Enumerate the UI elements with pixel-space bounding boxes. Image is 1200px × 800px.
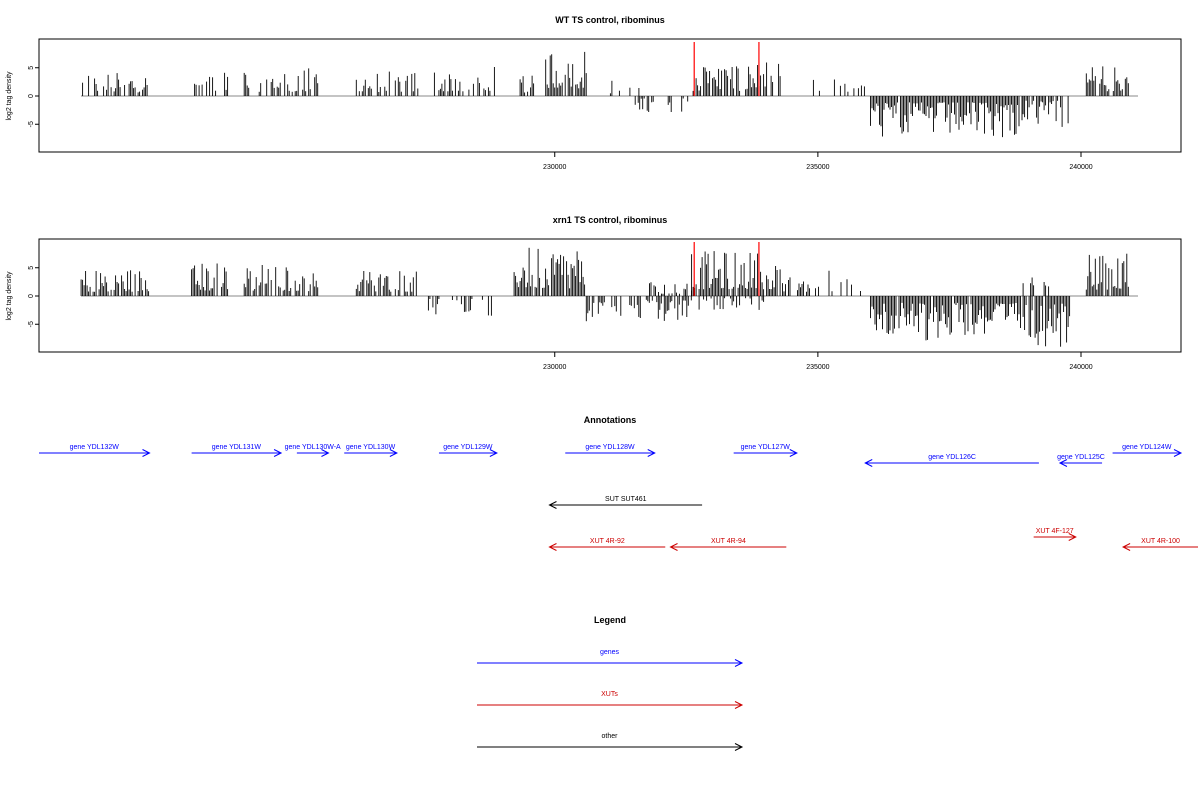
position-markers [693, 242, 760, 296]
arrow-head [647, 449, 656, 457]
legend-label: other [602, 733, 619, 740]
x-tick-label: 240000 [1069, 164, 1092, 171]
arrow-head [389, 449, 398, 457]
feature-label: SUT SUT461 [605, 496, 647, 503]
feature-arrow: gene YDL126C [864, 454, 1039, 467]
feature-arrow: gene YDL128W [565, 444, 656, 457]
arrow-head [864, 459, 873, 467]
y-tick-label: 0 [28, 94, 35, 98]
legend-entries: genes XUTs other [477, 649, 744, 751]
legend-arrow-head [734, 743, 744, 751]
x-tick-label: 235000 [806, 164, 829, 171]
feature-arrow: gene YDL129W [438, 444, 498, 457]
feature-label: gene YDL129W [443, 444, 493, 451]
y-axis: -5 0 5 [28, 66, 39, 127]
density-bars [80, 247, 1129, 347]
feature-label: gene YDL132W [70, 444, 120, 451]
feature-label: gene YDL127W [741, 444, 791, 451]
feature-label: gene YDL130W [346, 444, 396, 451]
feature-arrow: XUT 4R-100 [1121, 538, 1198, 551]
arrow-head [789, 449, 798, 457]
feature-label: XUT 4F-127 [1036, 528, 1074, 535]
annotations-title: Annotations [584, 415, 637, 425]
feature-arrow: XUT 4R-94 [669, 538, 787, 551]
x-tick-label: 230000 [543, 364, 566, 371]
panel-title: WT TS control, ribominus [555, 15, 665, 25]
arrow-head [1121, 543, 1131, 551]
feature-arrow: gene YDL125C [1057, 454, 1105, 467]
feature-arrows: gene YDL132W gene YDL131W gene YDL130W-A ge… [39, 444, 1198, 551]
arrow-head [1058, 459, 1068, 467]
arrow-head [1068, 533, 1077, 541]
x-tick-label: 240000 [1069, 364, 1092, 371]
feature-arrow: gene YDL130W-A [285, 444, 341, 457]
legend-label: XUTs [601, 691, 618, 698]
arrow-head [273, 449, 283, 457]
feature-label: gene YDL124W [1122, 444, 1172, 451]
legend-entry: XUTs [477, 691, 744, 709]
feature-arrow: gene YDL131W [191, 444, 283, 457]
y-tick-label: 0 [28, 294, 35, 298]
xrn1-density-panel: xrn1 TS control, ribominus log2 tag dens… [6, 215, 1182, 371]
feature-label: XUT 4R-94 [711, 538, 746, 545]
y-tick-label: -5 [28, 321, 35, 327]
legend-entry: other [477, 733, 744, 751]
legend-arrow-head [734, 659, 744, 667]
feature-label: gene YDL128W [585, 444, 635, 451]
arrow-head [669, 543, 678, 551]
feature-arrow: gene YDL124W [1112, 444, 1183, 457]
feature-arrow: gene YDL132W [39, 444, 151, 457]
legend: Legend genes XUTs other [477, 615, 744, 751]
feature-label: XUT 4R-92 [590, 538, 625, 545]
arrow-head [548, 543, 557, 551]
x-axis: 230000 235000 240000 [543, 152, 1093, 171]
arrow-head [142, 449, 151, 457]
x-tick-label: 230000 [543, 164, 566, 171]
arrow-head [548, 501, 557, 509]
y-tick-label: -5 [28, 121, 35, 127]
x-tick-label: 235000 [806, 364, 829, 371]
arrow-head [489, 449, 498, 457]
feature-label: gene YDL131W [212, 444, 262, 451]
arrow-head [1173, 449, 1183, 457]
feature-arrow: XUT 4F-127 [1033, 528, 1077, 541]
feature-arrow: SUT SUT461 [548, 496, 703, 509]
density-bars [82, 51, 1129, 138]
feature-label: XUT 4R-100 [1141, 538, 1180, 545]
legend-arrow-head [734, 701, 744, 709]
feature-arrow: gene YDL130W [344, 444, 398, 457]
feature-arrow: XUT 4R-92 [548, 538, 666, 551]
legend-label: genes [600, 649, 620, 656]
legend-title: Legend [594, 615, 626, 625]
y-axis-label: log2 tag density [6, 71, 13, 121]
feature-label: gene YDL130W-A [285, 444, 341, 451]
feature-label: gene YDL125C [1057, 454, 1105, 461]
y-axis: -5 0 5 [28, 266, 39, 327]
y-axis-label: log2 tag density [6, 271, 13, 321]
feature-label: gene YDL126C [928, 454, 976, 461]
y-tick-label: 5 [28, 266, 35, 270]
legend-entry: genes [477, 649, 744, 667]
wt-density-panel: WT TS control, ribominus log2 tag densit… [6, 15, 1182, 171]
annotation-track: Annotations gene YDL132W gene YDL131W gene… [39, 415, 1198, 551]
arrow-head [321, 449, 330, 457]
y-tick-label: 5 [28, 66, 35, 70]
x-axis: 230000 235000 240000 [543, 352, 1093, 371]
feature-arrow: gene YDL127W [733, 444, 798, 457]
position-markers [693, 42, 760, 96]
panel-title: xrn1 TS control, ribominus [553, 215, 668, 225]
